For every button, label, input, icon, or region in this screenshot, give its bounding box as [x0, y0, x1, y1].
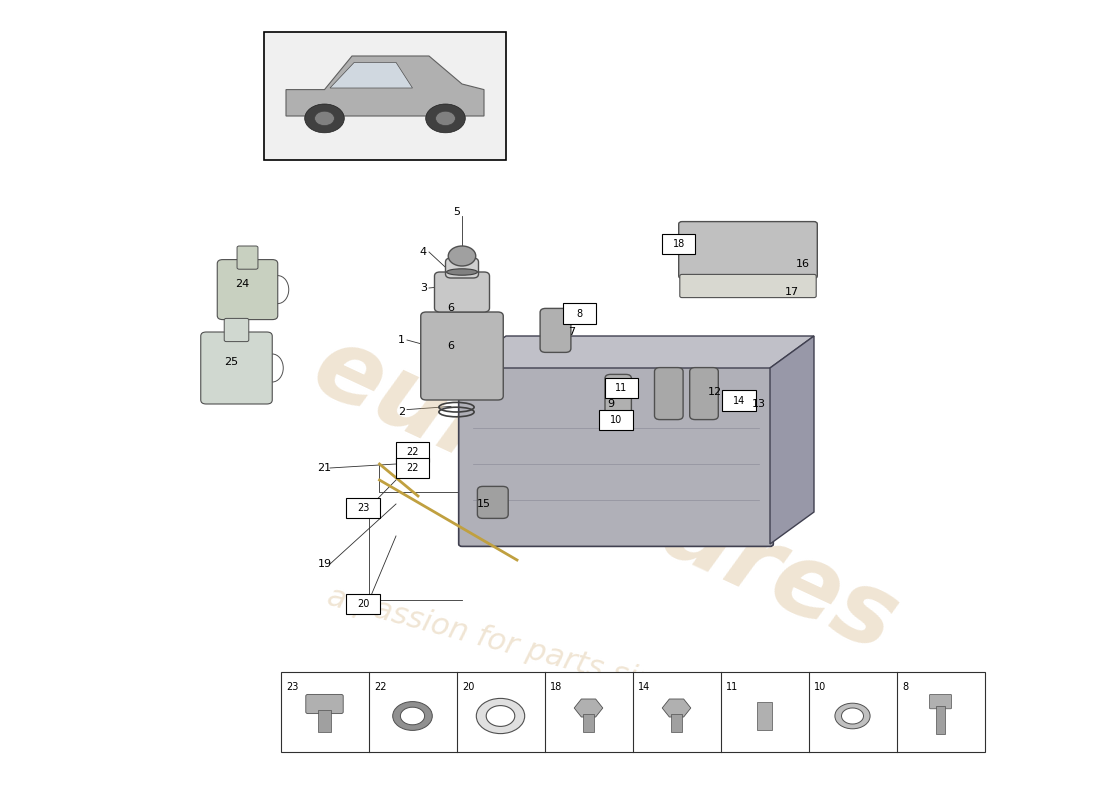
- Text: 16: 16: [796, 259, 810, 269]
- FancyBboxPatch shape: [723, 390, 756, 411]
- Text: 20: 20: [356, 599, 370, 609]
- FancyBboxPatch shape: [218, 259, 277, 319]
- Polygon shape: [662, 699, 691, 717]
- FancyBboxPatch shape: [434, 272, 490, 312]
- FancyBboxPatch shape: [346, 594, 380, 614]
- Text: 8: 8: [576, 309, 583, 318]
- Text: 8: 8: [902, 682, 909, 692]
- Text: 9: 9: [607, 399, 614, 409]
- Ellipse shape: [447, 269, 477, 275]
- Text: 5: 5: [453, 207, 460, 217]
- Polygon shape: [330, 62, 412, 88]
- Bar: [280, 672, 984, 752]
- Text: eurospares: eurospares: [298, 318, 912, 674]
- Text: 4: 4: [420, 247, 427, 257]
- Text: 22: 22: [406, 463, 419, 473]
- Text: a passion for parts since 1985: a passion for parts since 1985: [323, 582, 777, 730]
- Ellipse shape: [449, 246, 475, 266]
- FancyBboxPatch shape: [654, 368, 683, 419]
- FancyBboxPatch shape: [690, 368, 718, 419]
- Bar: [936, 706, 945, 734]
- Text: 14: 14: [733, 396, 746, 406]
- FancyBboxPatch shape: [459, 366, 773, 546]
- Text: 14: 14: [638, 682, 650, 692]
- Polygon shape: [770, 336, 814, 544]
- FancyBboxPatch shape: [420, 312, 503, 400]
- FancyBboxPatch shape: [200, 332, 273, 404]
- Text: 18: 18: [550, 682, 562, 692]
- Text: 6: 6: [448, 303, 454, 313]
- Polygon shape: [574, 699, 603, 717]
- Text: 2: 2: [398, 407, 405, 417]
- Text: 10: 10: [814, 682, 826, 692]
- Circle shape: [426, 104, 465, 133]
- Circle shape: [305, 104, 344, 133]
- Text: 19: 19: [318, 559, 331, 569]
- FancyBboxPatch shape: [396, 442, 429, 462]
- Polygon shape: [286, 56, 484, 116]
- Text: 7: 7: [569, 327, 575, 337]
- FancyBboxPatch shape: [306, 694, 343, 714]
- Text: 15: 15: [477, 499, 491, 509]
- FancyBboxPatch shape: [346, 498, 380, 518]
- Text: 20: 20: [462, 682, 474, 692]
- Text: 18: 18: [672, 239, 685, 249]
- FancyBboxPatch shape: [477, 486, 508, 518]
- Text: 1: 1: [398, 335, 405, 345]
- Bar: [671, 714, 682, 732]
- Text: 3: 3: [420, 283, 427, 293]
- Text: 23: 23: [356, 503, 370, 513]
- Text: 21: 21: [318, 463, 331, 473]
- FancyBboxPatch shape: [540, 308, 571, 352]
- Bar: [318, 710, 331, 732]
- FancyBboxPatch shape: [600, 410, 632, 430]
- FancyBboxPatch shape: [605, 378, 638, 398]
- Bar: [757, 702, 772, 730]
- Text: 11: 11: [726, 682, 738, 692]
- Text: 22: 22: [374, 682, 386, 692]
- Text: 6: 6: [448, 341, 454, 350]
- Text: 23: 23: [286, 682, 298, 692]
- FancyBboxPatch shape: [563, 303, 596, 324]
- Circle shape: [315, 111, 334, 126]
- Text: 12: 12: [708, 387, 722, 397]
- FancyBboxPatch shape: [446, 258, 478, 278]
- Polygon shape: [462, 336, 814, 368]
- Bar: [264, 32, 506, 160]
- FancyBboxPatch shape: [662, 234, 695, 254]
- Text: 10: 10: [609, 415, 623, 425]
- Text: 24: 24: [235, 279, 249, 289]
- Text: 13: 13: [752, 399, 766, 409]
- Circle shape: [436, 111, 455, 126]
- FancyBboxPatch shape: [224, 318, 249, 342]
- Text: 25: 25: [224, 357, 238, 366]
- Text: 22: 22: [406, 447, 419, 457]
- FancyBboxPatch shape: [679, 222, 817, 278]
- FancyBboxPatch shape: [605, 374, 631, 414]
- FancyBboxPatch shape: [238, 246, 257, 269]
- Text: 11: 11: [615, 383, 628, 393]
- Text: 17: 17: [785, 287, 799, 297]
- FancyBboxPatch shape: [930, 694, 952, 709]
- FancyBboxPatch shape: [680, 274, 816, 298]
- Bar: [583, 714, 594, 732]
- FancyBboxPatch shape: [396, 458, 429, 478]
